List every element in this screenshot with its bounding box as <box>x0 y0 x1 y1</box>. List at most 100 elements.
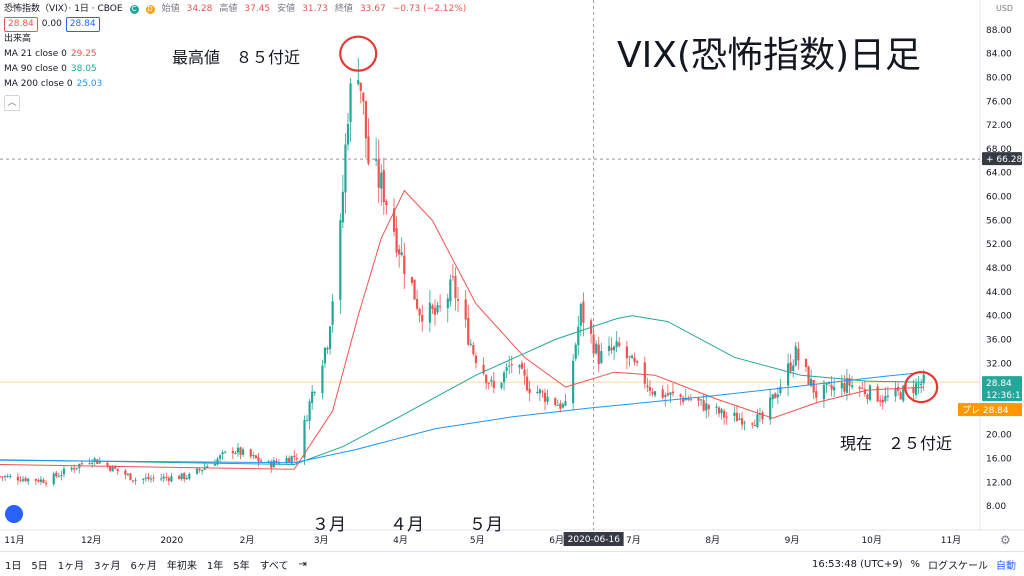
chevron-up-icon[interactable]: ︿ <box>4 95 20 111</box>
candle-body <box>231 450 234 454</box>
ma21-row[interactable]: MA 21 close 0 29.25 <box>4 47 469 62</box>
candle-body <box>789 362 792 372</box>
candle-body <box>9 476 12 478</box>
candle-body <box>305 420 309 422</box>
ma-line-ma200 <box>0 371 924 464</box>
candle-body <box>367 136 370 164</box>
price-chart[interactable]: 8.0012.0016.0020.0024.0028.0032.0036.004… <box>0 0 1024 551</box>
candle-body <box>643 362 646 384</box>
symbol-row: 恐怖指数（VIX）· 1日 · CBOE C D 始値 34.28 高値 37.45… <box>4 2 469 17</box>
pre-market-badge-bg <box>958 403 1022 417</box>
candle-body <box>303 419 306 458</box>
candle-body <box>454 276 457 298</box>
candle-body <box>804 359 808 367</box>
volume-row[interactable]: 出来高 <box>4 32 469 47</box>
currency-label: USD <box>996 4 1013 13</box>
current-price-badge-bg <box>982 376 1022 390</box>
sell-button[interactable]: 28.84 <box>4 17 38 32</box>
candle-body <box>543 392 547 402</box>
goto-date-icon[interactable]: ⇥ <box>298 558 307 570</box>
candle-body <box>428 302 431 323</box>
tf-5d[interactable]: 5日 <box>31 560 48 572</box>
candle-body <box>723 410 726 418</box>
candle-body <box>344 144 347 193</box>
d-badge-icon: D <box>145 5 155 14</box>
candle-body <box>661 389 664 398</box>
candle-body <box>684 397 687 401</box>
tf-3m[interactable]: 3ヶ月 <box>94 560 121 572</box>
candle-body <box>500 382 503 389</box>
candle-body <box>451 276 454 278</box>
ma200-row[interactable]: MA 200 close 0 25.03 <box>4 77 469 92</box>
tf-all[interactable]: すべて <box>259 560 289 572</box>
candle-body <box>6 475 9 477</box>
candle-body <box>311 391 314 403</box>
candle-body <box>55 472 58 477</box>
candle-body <box>487 382 490 384</box>
candle-body <box>902 385 905 401</box>
tf-6m[interactable]: 6ヶ月 <box>130 560 157 572</box>
candle-body <box>1 476 4 478</box>
tf-5y[interactable]: 5年 <box>233 560 250 572</box>
candle-body <box>308 401 311 421</box>
open-label: 始値 <box>161 4 180 14</box>
ma-line-ma21 <box>0 189 924 470</box>
candle-body <box>162 476 165 479</box>
candle-body <box>375 158 378 161</box>
candle-body <box>610 347 613 351</box>
percent-toggle[interactable]: % <box>910 558 920 570</box>
candle-body <box>241 449 245 455</box>
clock-label[interactable]: 16:53:48 (UTC+9) <box>812 558 903 570</box>
tf-1m[interactable]: 1ヶ月 <box>57 560 85 572</box>
tf-1y[interactable]: 1年 <box>206 560 224 572</box>
candle-body <box>70 467 73 470</box>
auto-scale-toggle[interactable]: 自動 <box>996 560 1016 572</box>
timer-badge-bg <box>982 388 1022 402</box>
x-tick-label: 8月 <box>705 535 720 546</box>
month-label-may: ５月 <box>469 515 503 535</box>
candle-body <box>523 369 526 376</box>
candle-body <box>779 386 782 393</box>
candle-body <box>267 461 270 463</box>
candle-body <box>37 480 40 482</box>
candle-body <box>285 458 288 464</box>
candle-body <box>881 399 884 403</box>
candle-body <box>740 418 744 425</box>
candle-body <box>93 458 96 463</box>
candle-body <box>922 374 925 384</box>
candle-body <box>456 299 460 301</box>
log-scale-toggle[interactable]: ログスケール <box>928 560 988 572</box>
settings-gear-icon[interactable]: ⚙ <box>1000 533 1011 547</box>
y-tick-label: 12.00 <box>986 478 1012 488</box>
candle-body <box>717 407 721 414</box>
candle-body <box>131 480 135 482</box>
candle-body <box>27 478 30 482</box>
candle-body <box>702 400 705 411</box>
candle-body <box>362 92 365 102</box>
candle-body <box>492 381 495 388</box>
month-label-mar: ３月 <box>312 515 346 535</box>
candle-body <box>60 475 63 477</box>
tf-ytd[interactable]: 年初来 <box>166 560 197 572</box>
high-value: 37.45 <box>244 4 271 14</box>
symbol-label[interactable]: 恐怖指数（VIX）· 1日 · CBOE <box>4 4 123 14</box>
ma90-row[interactable]: MA 90 close 0 38.05 <box>4 62 469 77</box>
highlight-circle-peak <box>339 35 378 72</box>
candle-body <box>24 478 27 482</box>
buy-button[interactable]: 28.84 <box>65 17 100 32</box>
open-value: 34.28 <box>186 4 213 14</box>
candle-body <box>257 457 260 462</box>
x-tick-label: 7月 <box>626 535 641 546</box>
candle-body <box>689 399 692 401</box>
ma90-value: 38.05 <box>70 64 97 74</box>
candle-body <box>224 451 227 453</box>
tf-1d[interactable]: 1日 <box>5 560 22 572</box>
candle-body <box>682 397 685 402</box>
candle-body <box>536 392 539 394</box>
candle-body <box>556 404 559 406</box>
candle-body <box>538 389 541 394</box>
candle-body <box>753 425 756 427</box>
candle-body <box>126 474 130 476</box>
candle-body <box>646 385 649 388</box>
candle-body <box>738 418 741 420</box>
